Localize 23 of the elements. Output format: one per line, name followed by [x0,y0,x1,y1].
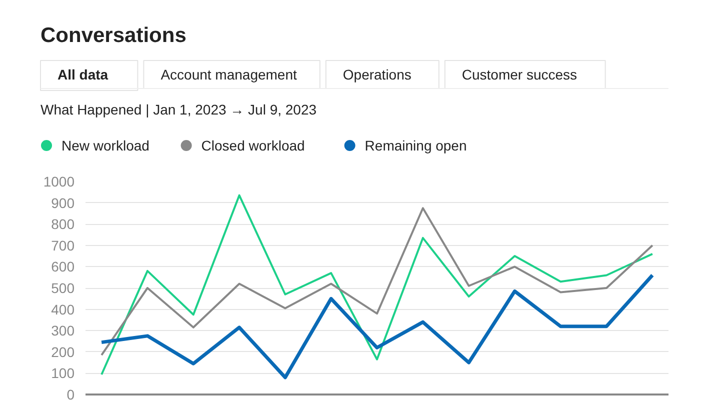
y-tick-label: 700 [51,237,75,254]
y-tick-label: 800 [51,216,75,232]
y-tick-label: 400 [51,301,75,318]
chart-title: Conversations [40,24,186,47]
text: All data [58,66,108,82]
y-tick-label: 500 [51,280,75,296]
legend-label: New workload [62,138,150,154]
y-tick-label: 100 [51,365,75,382]
line-series [100,194,654,376]
y-tick-label: 600 [51,258,75,275]
y-tick-label: 0 [66,386,75,400]
line-series [100,207,654,356]
chart-subtitle: What Happened | Jan 1, 2023 → Jul 9, 2023 [40,102,317,118]
y-tick-label: 300 [51,322,75,339]
line-series [100,273,654,380]
text: Customer success [462,66,578,82]
y-tick-label: 200 [51,344,75,360]
y-tick-label: 1000 [43,174,75,190]
legend-label: Remaining open [364,138,467,154]
y-tick-label: 900 [51,194,75,211]
text: Operations [342,66,412,82]
legend-label: Closed workload [201,138,305,154]
text: Account management [160,66,298,82]
